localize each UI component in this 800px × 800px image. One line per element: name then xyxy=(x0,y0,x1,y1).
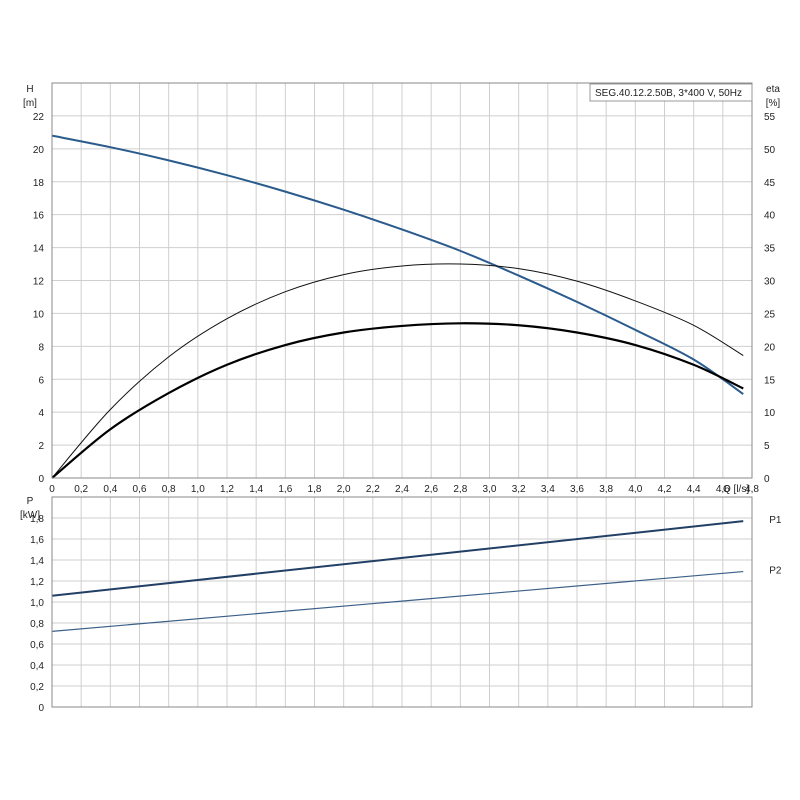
x-tick-label: 0,6 xyxy=(133,484,147,495)
power-tick-label: 1,8 xyxy=(30,514,44,525)
y-right-tick-label: 5 xyxy=(764,441,770,452)
y-left-tick-label: 8 xyxy=(38,342,44,353)
x-tick-label: 2,8 xyxy=(453,484,467,495)
x-tick-label: 0,4 xyxy=(103,484,117,495)
x-axis-label: Q [l/s] xyxy=(723,484,749,495)
y-right-tick-label: 15 xyxy=(764,375,776,386)
x-tick-label: 0,8 xyxy=(162,484,176,495)
top-tick-labels: 0 0,2 0,4 0,6 0,8 1,0 1,2 1,4 1,6 1,8 2,0 2,2 2,4 2,6… xyxy=(33,112,776,495)
power-tick-label: 1,6 xyxy=(30,535,44,546)
x-tick-label: 4,2 xyxy=(658,484,672,495)
x-tick-label: 1,8 xyxy=(308,484,322,495)
y-right-tick-label: 55 xyxy=(764,112,776,123)
head-efficiency-plot: 0 0,2 0,4 0,6 0,8 1,0 1,2 1,4 1,6 1,8 2,0 2,2 2,4 2,6… xyxy=(23,82,781,495)
power-tick-label: 0,2 xyxy=(30,682,44,693)
chart-title-box xyxy=(589,83,753,102)
x-tick-label: 3,2 xyxy=(512,484,526,495)
x-tick-label: 0 xyxy=(49,484,55,495)
power-curve-p2 xyxy=(51,570,744,632)
x-tick-label: 4,4 xyxy=(687,484,701,495)
chart-title: SEG.40.12.2.50B, 3*400 V, 50Hz xyxy=(595,88,742,99)
power-axis-label: P xyxy=(27,496,34,507)
y-left-tick-label: 14 xyxy=(33,244,45,255)
y-left-tick-label: 10 xyxy=(33,309,45,320)
x-tick-label: 1,6 xyxy=(278,484,292,495)
efficiency-curve-lower xyxy=(51,322,744,479)
x-tick-label: 2,0 xyxy=(337,484,351,495)
y-right-axis-label: eta xyxy=(766,84,780,95)
y-left-tick-label: 22 xyxy=(33,112,45,123)
y-left-tick-label: 16 xyxy=(33,211,45,222)
y-right-tick-label: 45 xyxy=(764,178,776,189)
top-series xyxy=(51,134,744,479)
x-tick-label: 1,0 xyxy=(191,484,205,495)
y-left-tick-label: 6 xyxy=(38,375,44,386)
bottom-tick-labels: 0 0,2 0,4 0,6 0,8 1,0 1,2 1,4 1,6 1,8 xyxy=(30,514,44,714)
x-tick-label: 1,2 xyxy=(220,484,234,495)
power-tick-label: 0,8 xyxy=(30,619,44,630)
y-left-axis-label: H xyxy=(26,84,33,95)
x-tick-label: 3,0 xyxy=(483,484,497,495)
series-label-p1: P1 xyxy=(769,515,782,526)
x-tick-label: 0,2 xyxy=(74,484,88,495)
y-left-tick-label: 2 xyxy=(38,441,44,452)
power-axis-unit: [kW] xyxy=(20,510,40,521)
x-tick-label: 2,4 xyxy=(395,484,409,495)
y-left-tick-label: 18 xyxy=(33,178,45,189)
power-curve-p1 xyxy=(51,520,744,597)
top-plot-frame xyxy=(51,82,753,479)
power-tick-label: 1,4 xyxy=(30,556,44,567)
y-left-tick-label: 12 xyxy=(33,277,45,288)
y-right-tick-label: 0 xyxy=(764,474,770,485)
x-tick-label: 2,2 xyxy=(366,484,380,495)
y-left-axis-unit: [m] xyxy=(23,98,37,109)
y-right-tick-label: 25 xyxy=(764,309,776,320)
y-right-tick-label: 40 xyxy=(764,211,776,222)
series-label-p2: P2 xyxy=(769,566,782,577)
bottom-plot-frame xyxy=(51,496,753,708)
bottom-series: P1 P2 xyxy=(51,515,782,632)
x-tick-label: 3,4 xyxy=(541,484,555,495)
efficiency-curve-upper xyxy=(51,263,744,479)
bottom-grid xyxy=(51,496,753,708)
y-right-tick-label: 35 xyxy=(764,244,776,255)
x-tick-label: 4,0 xyxy=(628,484,642,495)
x-tick-label: 4,8 xyxy=(745,484,759,495)
x-tick-label: 3,6 xyxy=(570,484,584,495)
y-left-tick-label: 20 xyxy=(33,145,45,156)
y-right-tick-label: 20 xyxy=(764,342,776,353)
power-tick-label: 0 xyxy=(38,703,44,714)
x-tick-label: 4,6 xyxy=(716,484,730,495)
power-tick-label: 1,2 xyxy=(30,577,44,588)
power-tick-label: 1,0 xyxy=(30,598,44,609)
x-tick-label: 3,8 xyxy=(599,484,613,495)
power-tick-label: 0,4 xyxy=(30,661,44,672)
y-right-tick-label: 30 xyxy=(764,277,776,288)
y-right-tick-label: 50 xyxy=(764,145,776,156)
y-left-tick-label: 0 xyxy=(38,474,44,485)
y-right-tick-label: 10 xyxy=(764,408,776,419)
power-tick-label: 0,6 xyxy=(30,640,44,651)
x-tick-label: 1,4 xyxy=(249,484,263,495)
y-right-axis-unit: [%] xyxy=(766,98,781,109)
power-plot: 0 0,2 0,4 0,6 0,8 1,0 1,2 1,4 1,6 1,8 P1 P2 P [kW] xyxy=(20,496,782,714)
head-curve xyxy=(51,134,744,395)
y-left-tick-label: 4 xyxy=(38,408,44,419)
top-grid xyxy=(51,82,753,479)
x-tick-label: 2,6 xyxy=(424,484,438,495)
